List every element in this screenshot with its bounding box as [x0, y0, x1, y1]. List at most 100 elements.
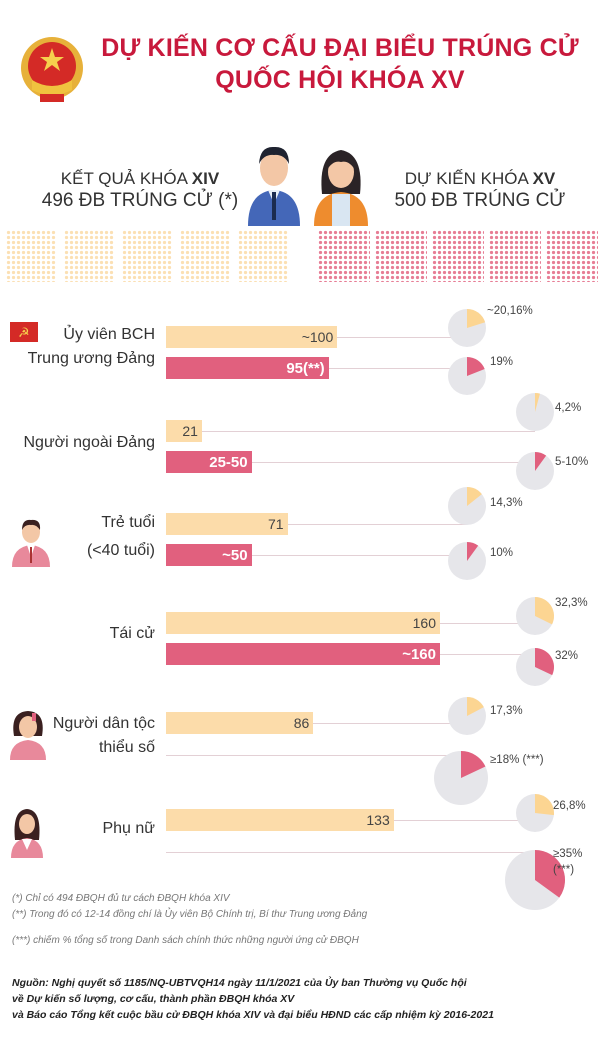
row-label: Tái cử — [109, 625, 155, 642]
xv-connector-line — [166, 555, 467, 556]
male-deputy-icon — [246, 142, 302, 231]
xiv-bar: 71 — [166, 513, 288, 535]
xiv-percent: 4,2% — [555, 402, 582, 414]
xv-bar-value: 95(**) — [286, 360, 325, 377]
xv-dot-block — [546, 230, 598, 282]
xiv-percent: 32,3% — [555, 597, 588, 609]
row-label: Ủy viên BCH — [63, 326, 155, 343]
xv-bar: ~160 — [166, 643, 440, 665]
xv-percent: 5-10% — [555, 456, 589, 468]
xv-pie — [516, 648, 554, 686]
xiv-bar-value: 71 — [268, 516, 284, 532]
party-flag-icon: ☭ — [10, 322, 38, 347]
xiv-pie — [448, 309, 486, 347]
xv-percent: 32% — [555, 650, 579, 662]
xv-pie — [448, 357, 486, 395]
row-label: Trẻ tuổi — [101, 514, 155, 531]
pie-slice — [467, 309, 486, 328]
xv-pie — [434, 751, 488, 805]
xiv-percent: 17,3% — [490, 705, 523, 717]
xv-connector-line — [166, 852, 535, 853]
xiv-bar-value: 86 — [293, 715, 310, 731]
xv-pie — [448, 542, 486, 580]
xiv-bar-value: ~100 — [301, 329, 334, 345]
xv-connector-line — [166, 462, 535, 463]
xiv-percent: 14,3% — [490, 497, 523, 509]
pie-slice — [467, 542, 479, 561]
pie-slice — [535, 648, 554, 676]
row-label: Phụ nữ — [102, 820, 155, 837]
xv-bar: 25-50 — [166, 451, 252, 473]
pie-slice — [467, 697, 484, 716]
row-label: thiểu số — [98, 739, 155, 756]
ethnic-woman-icon — [8, 708, 48, 765]
xiv-connector-line — [166, 431, 535, 432]
xv-bar-value: ~50 — [222, 547, 248, 564]
footnote-3: (***) chiếm % tổng số trong Danh sách ch… — [12, 935, 359, 946]
xiv-bar: 21 — [166, 420, 202, 442]
row-label: Người dân tộc — [52, 715, 155, 732]
pie-slice — [461, 751, 486, 778]
svg-text:☭: ☭ — [18, 325, 30, 340]
xiv-connector-line — [166, 524, 467, 525]
xiv-pie — [516, 393, 554, 431]
xiv-pie — [448, 697, 486, 735]
pie-slice — [535, 393, 540, 412]
xv-percent-note: (***) — [553, 864, 575, 876]
pie-slice — [467, 487, 482, 506]
xv-bar-value: ~160 — [402, 646, 436, 663]
xv-percent: 10% — [490, 547, 514, 559]
summary-xiv-count: 496 ĐB TRÚNG CỬ (*) — [41, 190, 239, 211]
xiv-bar-value: 21 — [182, 423, 198, 439]
summary-xiv-label: KẾT QUẢ KHÓA — [60, 169, 192, 188]
xv-dot-block — [318, 230, 370, 282]
pie-slice — [535, 597, 554, 625]
xiv-dot-block — [180, 230, 230, 282]
xv-connector-line — [166, 755, 461, 756]
xiv-bar: 133 — [166, 809, 394, 831]
pie-slice — [467, 357, 485, 376]
xv-percent: 19% — [490, 356, 514, 368]
xv-dot-block — [375, 230, 427, 282]
summary-xv-term: XV — [532, 169, 556, 188]
xiv-bar: ~100 — [166, 326, 338, 348]
xv-bar: 95(**) — [166, 357, 329, 379]
xiv-dot-block — [6, 230, 56, 282]
title-line-1: DỰ KIẾN CƠ CẤU ĐẠI BIỂU TRÚNG CỬ — [101, 34, 579, 62]
xv-bar: ~50 — [166, 544, 252, 566]
woman-icon — [10, 806, 44, 863]
xiv-bar-value: 160 — [412, 615, 436, 631]
row-label: Người ngoài Đảng — [23, 434, 156, 451]
xv-percent: ≥18% (***) — [490, 754, 544, 766]
pie-slice — [535, 850, 565, 898]
xiv-bar-value: 133 — [366, 812, 390, 828]
xv-pie — [516, 452, 554, 490]
xv-dot-block — [489, 230, 541, 282]
national-emblem-icon — [18, 30, 86, 110]
xiv-connector-line — [166, 723, 467, 724]
xiv-pie — [516, 597, 554, 635]
summary-xv: DỰ KIẾN KHÓA XV 500 ĐB TRÚNG CỬ — [380, 168, 580, 212]
xiv-dot-block — [64, 230, 114, 282]
row-label: (<40 tuổi) — [86, 542, 155, 559]
footnote-1: (*) Chỉ có 494 ĐBQH đủ tư cách ĐBQH khóa… — [12, 893, 230, 904]
xiv-pie — [516, 794, 554, 832]
xv-pie — [505, 850, 565, 910]
xv-percent: ≥35% — [553, 848, 583, 860]
xiv-dot-block — [122, 230, 172, 282]
xiv-percent: ~20,16% — [487, 305, 533, 317]
title-line-2: QUỐC HỘI KHÓA XV — [215, 66, 465, 94]
summary-xiv-term: XIV — [191, 169, 220, 188]
young-man-icon — [10, 517, 52, 572]
xiv-dot-block — [238, 230, 288, 282]
pie-slice — [535, 452, 547, 471]
summary-xv-label: DỰ KIẾN KHÓA — [404, 169, 533, 188]
xv-dot-block — [432, 230, 484, 282]
source-line-1: Nguồn: Nghị quyết số 1185/NQ-UBTVQH14 ng… — [12, 977, 467, 989]
footnote-2: (**) Trong đó có 12-14 đồng chí là Ủy vi… — [12, 909, 368, 920]
summary-xv-count: 500 ĐB TRÚNG CỬ — [394, 190, 566, 211]
xv-bar-value: 25-50 — [209, 454, 248, 471]
summary-xiv: KẾT QUẢ KHÓA XIV 496 ĐB TRÚNG CỬ (*) — [40, 168, 240, 212]
xiv-bar: 160 — [166, 612, 440, 634]
xiv-bar: 86 — [166, 712, 314, 734]
